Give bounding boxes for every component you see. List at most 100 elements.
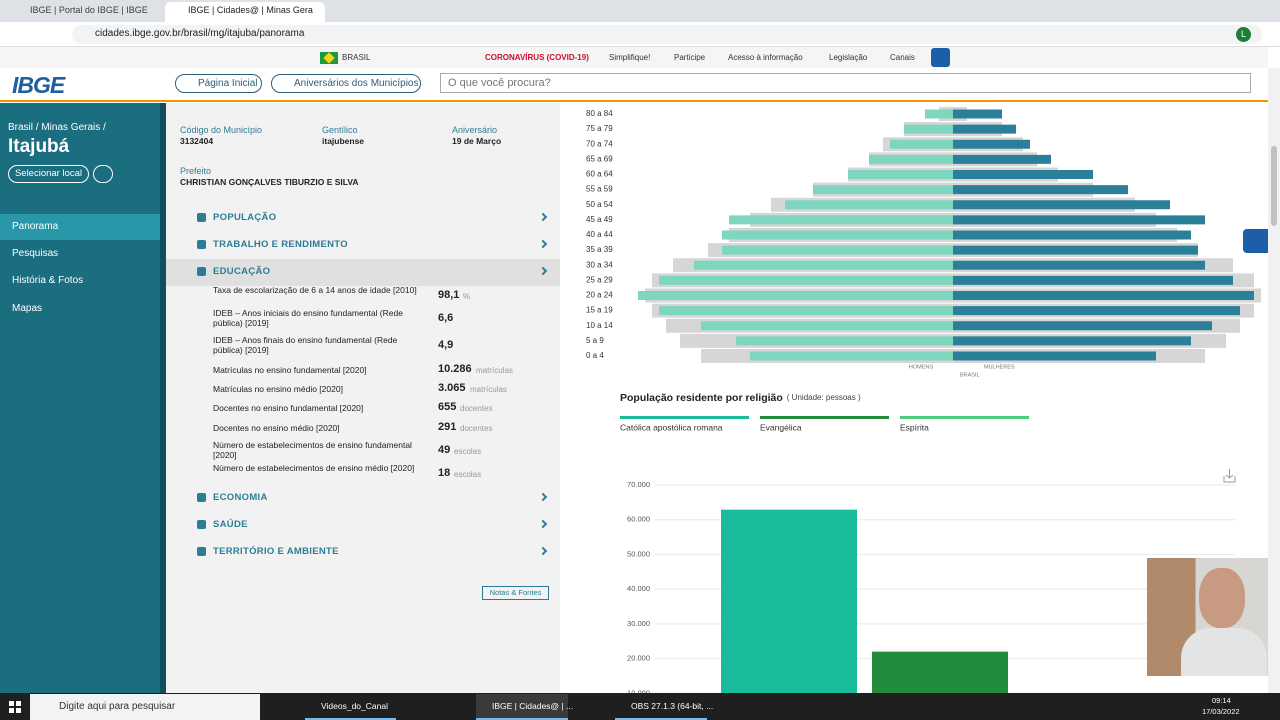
menu-item[interactable]: História & Fotos [12,275,84,286]
section-title[interactable]: ECONOMIA [213,492,268,503]
legend-label: Católica apostólica romana [620,422,723,432]
age-label: 55 a 59 [586,185,613,194]
help-widget[interactable] [1243,229,1268,253]
start-button[interactable] [9,701,21,713]
sidebar [0,103,160,693]
taskbar-app[interactable] [476,694,568,720]
pyramid-bar [638,291,953,300]
section-title[interactable]: TERRITÓRIO E AMBIENTE [213,546,339,557]
top-link[interactable]: Canais [890,53,915,62]
pyramid-bar [953,336,1191,346]
section-icon[interactable] [197,240,206,249]
age-label: 15 a 19 [586,306,613,315]
pyramid-bar [953,351,1156,361]
taskbar-app-label[interactable]: IBGE | Cidades@ | ... [492,701,574,711]
section-icon[interactable] [197,493,206,502]
field-value: itajubense [322,136,365,146]
legend-label: MULHERES [984,364,1015,370]
notes-button[interactable]: Notas & Fontes [482,586,549,600]
section-title[interactable]: EDUCAÇÃO [213,266,271,277]
edu-unit: % [463,292,471,301]
section-icon[interactable] [197,520,206,529]
country[interactable]: BRASIL [342,53,371,62]
edu-value: 49 [438,444,451,456]
y-tick-label: 20.000 [627,654,650,663]
section-icon[interactable] [197,547,206,556]
edu-value: 655 [438,401,457,413]
edu-value: 98,1 [438,289,460,301]
pyramid-bar [869,154,953,164]
edu-label: Número de estabelecimentos de ensino méd… [213,463,415,473]
scroll-thumb[interactable] [1271,146,1277,226]
y-tick-label: 40.000 [627,584,650,593]
menu-item[interactable]: Panorama [12,221,59,232]
edu-label: Docentes no ensino fundamental [2020] [213,403,364,413]
profile[interactable]: L [1236,27,1251,42]
menu-item[interactable]: Mapas [12,303,43,314]
pyramid-bar [729,215,953,225]
header-button[interactable]: Aniversários dos Municípios [271,74,421,93]
section-title[interactable]: POPULAÇÃO [213,212,277,223]
section-icon[interactable] [197,213,206,222]
age-label: 45 a 49 [586,215,613,224]
url[interactable]: cidades.ibge.gov.br/brasil/mg/itajuba/pa… [95,28,305,39]
field-label: Prefeito [180,166,212,176]
download-icon[interactable] [1223,469,1236,483]
age-label: 40 a 44 [586,230,613,239]
scrollbar[interactable] [1268,68,1280,693]
ibge-topbar [0,47,1268,68]
search-box[interactable] [440,73,1251,93]
pyramid-bar [953,200,1170,210]
location-button[interactable] [93,165,113,183]
age-label: 70 a 74 [586,139,613,148]
pyramid-bar [953,109,1002,119]
top-link[interactable]: Participe [674,53,706,62]
age-label: 5 a 9 [586,336,604,345]
header-button[interactable]: Página Inicial [175,74,262,93]
select-button[interactable]: Selecionar local [8,165,89,183]
tab-title[interactable]: IBGE | Portal do IBGE | IBGE [30,5,148,15]
age-label: 50 a 54 [586,200,613,209]
pyramid-bar [953,245,1198,255]
taskbar-app-label[interactable]: Videos_do_Canal [321,701,388,711]
pyramid-bar [736,336,953,346]
field-label: Código do Município [180,125,263,135]
pyramid-bar [953,170,1093,179]
age-label: 80 a 84 [586,109,613,118]
pyramid-bar [659,275,953,285]
pyramid-bar [750,351,953,361]
top-link[interactable]: CORONAVÍRUS (COVID-19) [485,53,589,62]
legend-label: Espírita [900,422,929,432]
top-link[interactable]: Legislação [829,53,868,62]
y-tick-label: 70.000 [627,480,650,489]
pyramid-bar [925,109,953,119]
edu-value: 10.286 [438,363,472,375]
taskbar-app[interactable] [305,694,396,720]
logo[interactable]: IBGE [12,72,65,98]
taskbar-app[interactable] [615,694,707,720]
taskbar-app-label[interactable]: OBS 27.1.3 (64-bit, ... [631,701,714,711]
breadcrumb[interactable]: Brasil / Minas Gerais / [8,122,106,133]
edu-unit: docentes [460,404,493,413]
tab-title[interactable]: IBGE | Cidades@ | Minas Gerais | [188,5,313,15]
search-placeholder[interactable]: O que você procura? [448,77,551,89]
pyramid-bar [890,139,953,149]
top-link[interactable]: Acesso à informação [728,53,803,62]
taskbar-search[interactable] [30,694,260,720]
edu-label: IDEB – Anos iniciais do ensino fundament… [213,308,403,328]
bar [721,509,857,693]
section-title[interactable]: SAÚDE [213,519,248,530]
accessibility-button[interactable] [931,48,950,67]
section-title[interactable]: TRABALHO E RENDIMENTO [213,239,348,250]
legend-swatch [760,416,889,419]
clock-date[interactable]: 17/03/2022 [1202,707,1240,716]
edu-label: Número de estabelecimentos de ensino fun… [213,440,412,460]
menu-item[interactable]: Pesquisas [12,248,59,259]
pyramid-bar [694,260,953,270]
active-tab[interactable] [165,2,325,22]
clock-time[interactable]: 09:14 [1212,696,1231,705]
url-field[interactable] [72,25,1262,44]
top-link[interactable]: Simplifique! [609,53,651,62]
section-icon[interactable] [197,267,206,276]
taskbar-search-text[interactable]: Digite aqui para pesquisar [59,701,176,712]
